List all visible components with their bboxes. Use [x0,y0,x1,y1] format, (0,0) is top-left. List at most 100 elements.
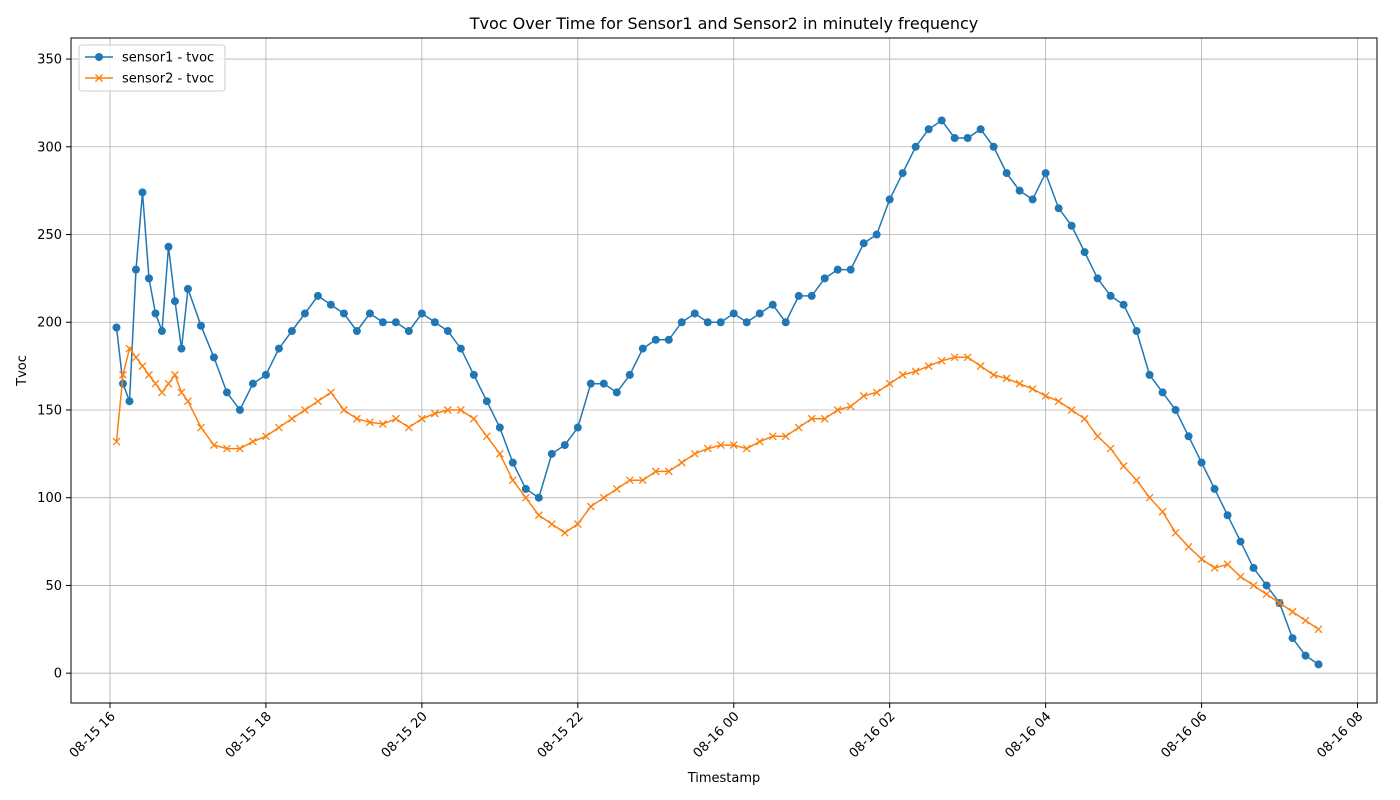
data-point [339,406,348,414]
data-point [1301,651,1310,660]
legend-marker [95,53,103,61]
data-point [625,370,634,379]
data-point [118,379,127,388]
data-point [1067,406,1076,414]
data-point [352,414,361,423]
data-point [313,397,322,406]
y-tick-label: 350 [37,53,62,68]
data-point [404,327,413,336]
data-point [1054,204,1063,213]
data-point [209,441,218,450]
data-point [924,125,933,134]
data-point [872,388,881,397]
data-point [1093,432,1102,441]
data-point [768,300,777,309]
data-point [365,418,374,427]
data-point [729,441,738,450]
data-point [1002,169,1011,178]
data-point [612,484,621,493]
data-point [833,265,842,274]
data-point [937,116,946,125]
data-point [1041,391,1050,400]
data-point [417,414,426,423]
data-point [1184,542,1193,551]
data-point [1249,563,1258,572]
data-point [859,239,868,248]
data-point [690,449,699,458]
data-point [196,321,205,330]
data-point [742,444,751,453]
data-point [924,362,933,371]
data-point [599,379,608,388]
data-point [1067,221,1076,230]
data-point [1184,432,1193,441]
data-point [820,274,829,283]
data-point [391,414,400,423]
data-point [872,230,881,239]
y-tick-label: 150 [37,403,62,418]
data-point [196,423,205,432]
data-point [677,458,686,467]
data-point [508,458,517,467]
data-point [937,356,946,365]
data-point [1093,274,1102,283]
data-point [378,318,387,327]
data-point [157,327,166,336]
data-point [158,388,166,397]
data-point [326,300,335,309]
data-point [599,493,608,502]
data-point [1158,507,1167,516]
data-point [164,242,173,251]
data-point [456,406,465,414]
data-point [1262,581,1271,590]
y-tick-label: 200 [37,316,62,331]
data-point [222,388,231,397]
data-point [625,476,634,485]
data-point [690,309,699,318]
data-point [1314,660,1323,669]
data-point [950,134,959,143]
data-point [1080,414,1089,423]
data-point [1015,379,1024,388]
y-tick-label: 250 [37,228,62,243]
data-point [807,291,816,300]
data-point [1197,458,1206,467]
data-point [781,432,790,441]
data-point [1054,397,1063,406]
data-point [132,353,140,362]
data-point [222,444,231,453]
data-point [729,309,738,318]
data-point [391,318,400,327]
data-point [287,414,296,423]
data-point [326,388,335,397]
data-point [209,353,218,362]
data-point [573,423,582,432]
data-point [1288,634,1297,643]
data-point [170,297,179,306]
legend-item: sensor1 - tvoc [85,51,214,66]
data-point [1301,616,1310,625]
data-point [235,444,244,453]
y-tick-label: 0 [54,667,62,682]
data-point [1145,370,1154,379]
y-axis-label: Tvoc [15,355,30,387]
data-point [755,309,764,318]
data-point [151,309,160,318]
data-point [846,402,855,411]
data-point [177,344,186,353]
data-point [183,284,192,293]
data-point [171,370,179,379]
data-point [651,335,660,344]
data-point [261,432,270,441]
data-point [612,388,621,397]
data-point [989,142,998,151]
data-point [145,370,153,379]
data-point [677,318,686,327]
data-point [138,362,147,371]
data-point [508,476,517,485]
series-layer [112,116,1323,669]
data-point [1106,291,1115,300]
data-point [164,379,173,388]
data-point [976,125,985,134]
data-point [1028,195,1037,204]
